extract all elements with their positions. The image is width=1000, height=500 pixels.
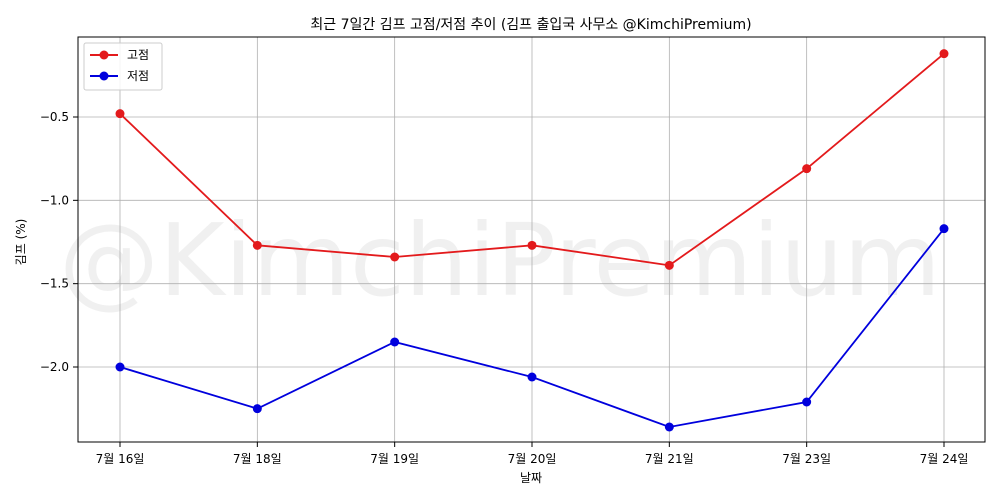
grid — [78, 37, 985, 442]
data-point — [115, 109, 125, 119]
y-axis: −0.5 −1.0 −1.5 −2.0 — [40, 110, 78, 374]
data-point — [527, 372, 537, 382]
x-tick-label: 7월 19일 — [370, 452, 419, 466]
data-point — [802, 397, 812, 407]
data-point — [527, 240, 537, 250]
series-high — [115, 49, 949, 270]
data-point — [390, 337, 400, 347]
legend: 고점 저점 — [83, 42, 163, 91]
y-axis-label: 김프 (%) — [14, 219, 28, 266]
data-point — [802, 164, 812, 174]
x-tick-label: 7월 21일 — [645, 452, 694, 466]
series-layer — [115, 49, 949, 432]
legend-label-high: 고점 — [127, 48, 149, 62]
legend-box — [83, 42, 163, 91]
chart-title: 최근 7일간 김프 고점/저점 추이 (김프 출입국 사무소 @KimchiPr… — [310, 17, 751, 33]
data-point — [252, 404, 262, 414]
y-tick-label: −0.5 — [40, 110, 69, 124]
y-tick-label: −1.0 — [40, 193, 69, 207]
watermark-text: @KimchiPremium — [59, 202, 941, 319]
legend-marker-low — [99, 71, 109, 81]
x-tick-label: 7월 24일 — [920, 452, 969, 466]
data-point — [939, 224, 949, 234]
x-axis-label: 날짜 — [520, 471, 542, 485]
y-tick-label: −1.5 — [40, 277, 69, 291]
legend-label-low: 저점 — [127, 69, 149, 83]
y-tick-label: −2.0 — [40, 360, 69, 374]
data-point — [252, 240, 262, 250]
x-axis: 7월 16일 7월 18일 7월 19일 7월 20일 7월 21일 7월 23일 7월 2… — [96, 442, 969, 466]
x-tick-label: 7월 18일 — [233, 452, 282, 466]
x-tick-label: 7월 20일 — [508, 452, 557, 466]
x-tick-label: 7월 16일 — [96, 452, 145, 466]
data-point — [939, 49, 949, 59]
x-tick-label: 7월 23일 — [782, 452, 831, 466]
legend-marker-high — [99, 50, 109, 60]
data-point — [664, 422, 674, 432]
data-point — [115, 362, 125, 372]
series-low — [115, 224, 949, 432]
data-point — [664, 260, 674, 270]
data-point — [390, 252, 400, 262]
